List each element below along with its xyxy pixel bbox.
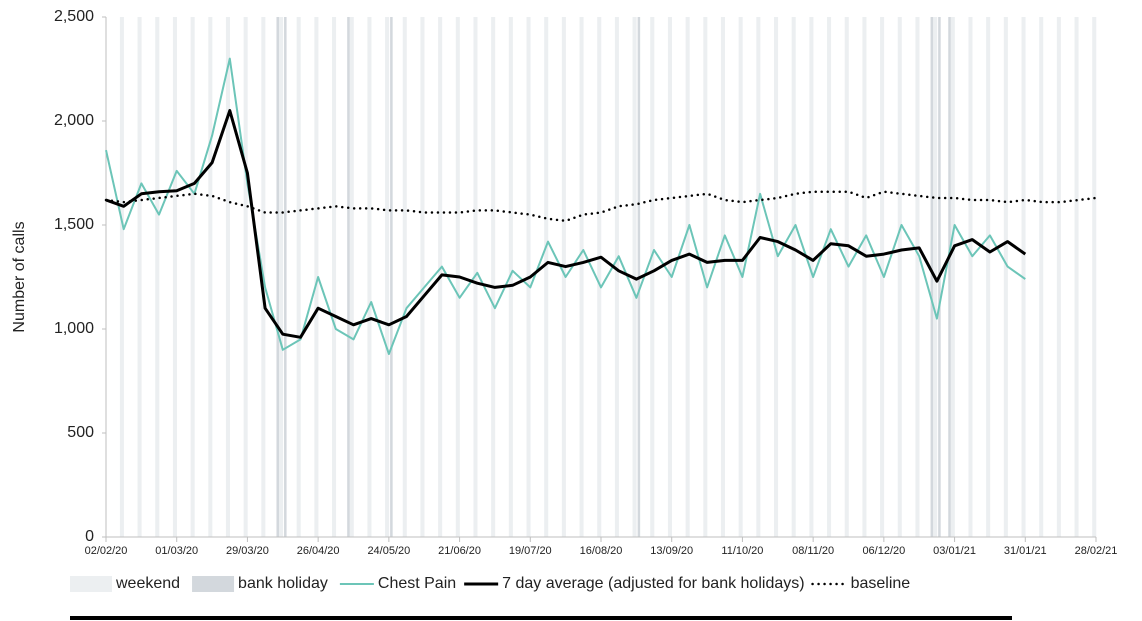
- weekend-band: [137, 17, 142, 537]
- bank-holiday-band: [347, 17, 350, 537]
- weekend-band: [703, 17, 708, 537]
- weekend-band: [773, 17, 779, 537]
- weekend-band: [880, 17, 885, 537]
- weekend-band: [791, 17, 796, 537]
- x-tick-label: 28/02/21: [1075, 545, 1118, 557]
- weekend-band: [172, 17, 177, 537]
- weekend-band: [561, 17, 566, 537]
- bank-holiday-band: [284, 17, 287, 537]
- weekend-band: [614, 17, 619, 537]
- y-tick-label: 2,000: [54, 112, 94, 129]
- weekend-band: [844, 17, 849, 537]
- weekend-band: [827, 17, 832, 537]
- weekend-band: [1092, 17, 1097, 537]
- x-tick-label: 03/01/21: [933, 545, 976, 557]
- y-tick-label: 0: [85, 528, 94, 545]
- weekend-band: [720, 17, 726, 537]
- legend-swatch: [70, 576, 112, 592]
- weekend-band: [278, 17, 284, 537]
- weekend-band: [332, 17, 337, 537]
- bank-holiday-band: [390, 17, 393, 537]
- legend-swatch: [192, 576, 235, 592]
- weekend-band: [349, 17, 354, 537]
- weekend-band: [915, 17, 920, 537]
- weekend-band: [950, 17, 955, 537]
- x-tick-label: 29/03/20: [226, 545, 269, 557]
- series-line: [105, 109, 1027, 339]
- weekend-band: [986, 17, 991, 537]
- x-tick-label: 13/09/20: [650, 545, 693, 557]
- weekend-band: [809, 17, 814, 537]
- weekend-band: [1056, 17, 1061, 537]
- x-tick-label: 19/07/20: [509, 545, 552, 557]
- x-tick-label: 24/05/20: [367, 545, 410, 557]
- weekend-band: [650, 17, 655, 537]
- weekend-band: [402, 17, 407, 537]
- weekend-band: [862, 17, 867, 537]
- weekend-band: [420, 17, 425, 537]
- weekend-band: [1003, 17, 1008, 537]
- x-tick-label: 08/11/20: [792, 545, 834, 557]
- legend-label: baseline: [851, 575, 911, 592]
- y-tick-label: 1,000: [54, 320, 94, 337]
- weekend-band: [190, 17, 195, 537]
- weekend-band: [579, 17, 584, 537]
- weekend-band: [1039, 17, 1044, 537]
- weekend-band: [685, 17, 690, 537]
- legend-label: 7 day average (adjusted for bank holiday…: [502, 575, 804, 592]
- y-tick-label: 500: [67, 424, 94, 441]
- weekend-band: [243, 17, 248, 537]
- weekend-band: [155, 17, 160, 537]
- x-tick-label: 02/02/20: [85, 545, 128, 557]
- shading-layer: [119, 17, 1097, 537]
- weekend-band: [119, 17, 124, 537]
- y-tick-label: 1,500: [54, 216, 94, 233]
- legend-label: weekend: [115, 575, 180, 592]
- weekend-band: [667, 17, 672, 537]
- x-tick-label: 01/03/20: [155, 545, 198, 557]
- x-tick-label: 11/10/20: [721, 545, 763, 557]
- legend-label: Chest Pain: [378, 575, 456, 592]
- x-tick-label: 06/12/20: [862, 545, 905, 557]
- x-tick-label: 21/06/20: [438, 545, 481, 557]
- x-tick-label: 31/01/21: [1004, 545, 1047, 557]
- weekend-band: [367, 17, 372, 537]
- weekend-band: [208, 17, 213, 537]
- weekend-band: [1074, 17, 1079, 537]
- weekend-band: [508, 17, 513, 537]
- bank-holiday-band: [930, 17, 934, 537]
- weekend-band: [314, 17, 319, 537]
- y-axis-label: Number of calls: [11, 221, 28, 332]
- weekend-band: [385, 17, 390, 537]
- x-tick-label: 16/08/20: [580, 545, 623, 557]
- weekend-band: [544, 17, 549, 537]
- weekend-band: [491, 17, 496, 537]
- weekend-band: [738, 17, 743, 537]
- weekend-band: [897, 17, 902, 537]
- bank-holiday-band: [276, 17, 279, 537]
- y-tick-label: 2,500: [54, 8, 94, 25]
- bank-holiday-band: [948, 17, 951, 537]
- weekend-band: [597, 17, 602, 537]
- series-line: [104, 190, 1098, 223]
- weekend-band: [225, 17, 231, 537]
- footer-bar: [70, 616, 1012, 620]
- x-tick-label: 26/04/20: [297, 545, 340, 557]
- legend-label: bank holiday: [238, 575, 328, 592]
- weekend-band: [968, 17, 973, 537]
- weekend-band: [296, 17, 301, 537]
- weekend-band: [756, 17, 761, 537]
